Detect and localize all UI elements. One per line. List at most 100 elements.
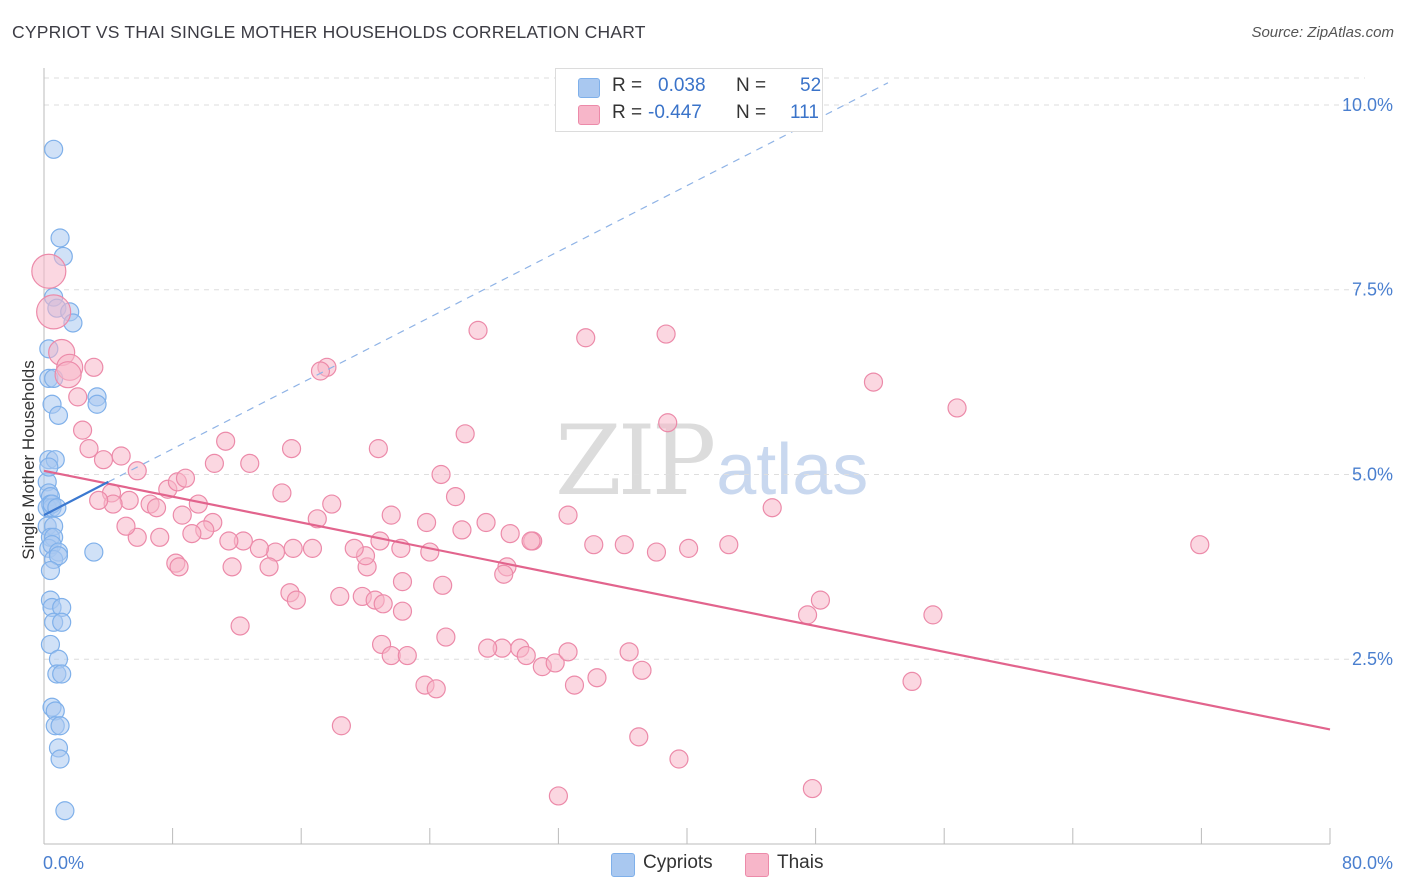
cypriots-trend-extension [108, 82, 889, 483]
thais-point [500, 523, 520, 544]
legend-n-label: N = [736, 102, 767, 123]
thais-point [797, 605, 818, 625]
thais-point [810, 590, 831, 610]
thais-point [558, 505, 578, 525]
thais-point [54, 361, 82, 389]
thais-point [392, 572, 413, 592]
cypriots-point [40, 560, 61, 581]
thais-point [222, 557, 242, 577]
thais-point [632, 660, 652, 680]
thais-point [420, 542, 440, 562]
legend-swatch-thais [578, 105, 600, 125]
thais-point [204, 453, 224, 473]
thais-point [947, 398, 967, 418]
thais-point [330, 586, 350, 607]
y-axis-label: Single Mother Households [19, 360, 38, 559]
thais-point [433, 575, 453, 595]
cypriots-point [52, 664, 72, 684]
watermark-atlas: atlas [716, 430, 869, 510]
legend-n-label: N = [736, 75, 767, 96]
bottom-legend-label-cypriots: Cypriots [643, 852, 713, 873]
cypriots-point [87, 394, 107, 414]
thais-point [36, 294, 72, 330]
thais-point [116, 516, 136, 536]
watermark-zip: ZIP [555, 405, 716, 517]
bottom-legend-label-thais: Thais [777, 852, 824, 873]
thais-point [219, 531, 239, 551]
thais-point [548, 786, 569, 806]
thais-point [564, 675, 585, 695]
thais-point [381, 505, 401, 525]
thais-point [478, 638, 498, 658]
thais-point [89, 490, 109, 510]
thais-point [923, 605, 943, 625]
thais-point [584, 535, 604, 555]
thais-point [111, 446, 131, 466]
thais-point [614, 535, 634, 555]
thais-point [322, 494, 342, 514]
thais-point [392, 601, 413, 621]
thais-point [175, 468, 196, 488]
thais-point [679, 538, 699, 558]
thais-point [119, 490, 139, 510]
cypriots-point [52, 612, 72, 632]
chart-title: CYPRIOT VS THAI SINGLE MOTHER HOUSEHOLDS… [12, 22, 646, 42]
thais-point [127, 461, 147, 481]
y-tick-label: 2.5% [1352, 649, 1393, 669]
thais-point [802, 778, 822, 799]
thais-point [863, 372, 884, 392]
cypriots-point [48, 405, 69, 425]
thais-point [576, 328, 596, 348]
thais-point [249, 538, 270, 558]
thais-point [452, 520, 472, 540]
thais-point [93, 450, 114, 470]
cypriots-point [50, 716, 70, 736]
legend-r-value: 0.038 [658, 75, 706, 96]
watermark: ZIPatlas [555, 405, 868, 517]
thais-point [436, 627, 456, 647]
legend-n-value: 111 [790, 102, 819, 123]
thais-point [169, 557, 189, 577]
thais-point [416, 512, 437, 533]
thais-point [381, 645, 401, 666]
thais-point [521, 531, 541, 551]
thais-point [302, 538, 323, 558]
thais-point [272, 483, 292, 503]
thais-point [146, 498, 167, 518]
thais-point [658, 413, 678, 433]
thais-point [310, 361, 331, 381]
correlation-legend: R = 0.038 N = 52 R = -0.447 N = 111 [555, 68, 823, 132]
thais-point [68, 387, 88, 407]
thais-point [545, 653, 565, 673]
thais-point [84, 357, 104, 377]
legend-n-value: 52 [800, 75, 822, 96]
thais-point [1190, 535, 1210, 555]
y-tick-label: 10.0% [1342, 95, 1393, 115]
thais-point [150, 527, 170, 547]
thais-point [283, 538, 303, 558]
thais-point [669, 749, 689, 769]
thais-point [468, 320, 488, 340]
x-tick-label: 80.0% [1342, 853, 1393, 873]
thais-point [445, 487, 466, 507]
thais-point [31, 253, 67, 289]
cypriots-point [50, 228, 70, 248]
thais-point [72, 420, 93, 440]
thais-point [172, 505, 192, 525]
cypriots-point [44, 139, 64, 159]
cypriots-point [55, 801, 75, 821]
y-tick-label: 7.5% [1352, 280, 1393, 300]
thais-point [216, 431, 236, 451]
thais-point [431, 464, 451, 485]
thais-point [516, 645, 536, 666]
thais-point [587, 668, 607, 688]
thais-point [373, 594, 393, 614]
thais-point [281, 439, 302, 459]
legend-r-label: R = [612, 102, 643, 123]
thais-point [79, 439, 99, 459]
thais-point [646, 542, 667, 562]
thais-point [331, 716, 351, 736]
legend-r-value: -0.447 [648, 102, 702, 123]
thais-point [629, 727, 649, 747]
